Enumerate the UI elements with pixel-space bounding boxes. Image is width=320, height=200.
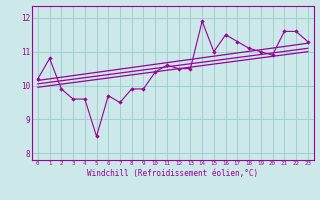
X-axis label: Windchill (Refroidissement éolien,°C): Windchill (Refroidissement éolien,°C) bbox=[87, 169, 258, 178]
